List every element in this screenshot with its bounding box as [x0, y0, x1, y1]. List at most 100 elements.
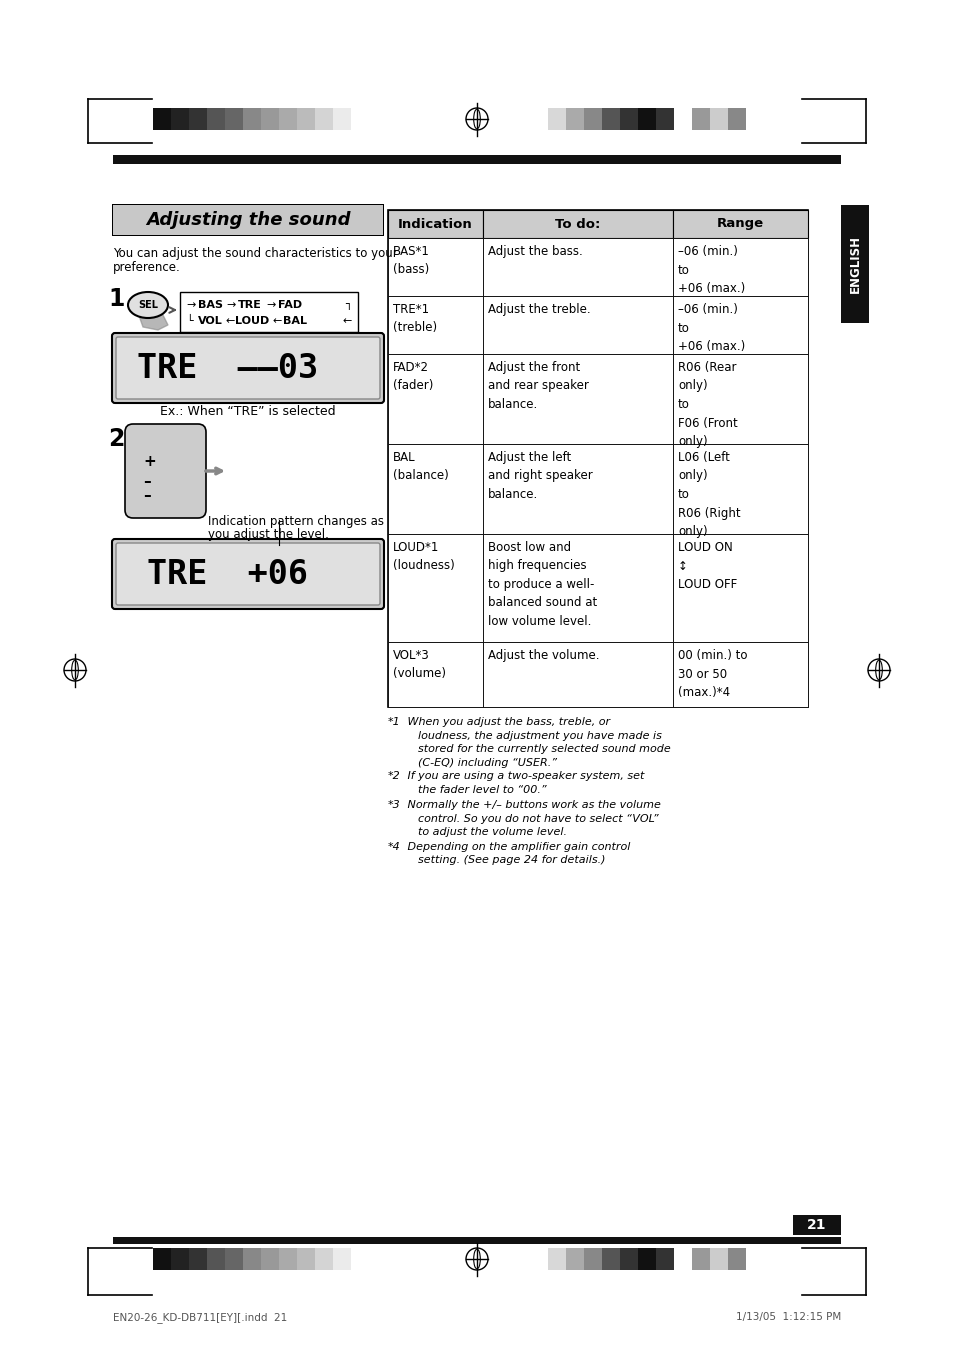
Bar: [619, 1248, 638, 1270]
Text: TRE  +06: TRE +06: [147, 558, 308, 590]
Bar: [792, 1215, 841, 1235]
Bar: [112, 1238, 841, 1244]
Text: *3: *3: [388, 800, 400, 811]
Bar: [672, 238, 807, 296]
Bar: [672, 444, 807, 534]
Text: *1: *1: [388, 717, 400, 727]
Bar: [482, 296, 672, 354]
Bar: [225, 108, 243, 130]
Bar: [296, 1248, 314, 1270]
Bar: [601, 108, 619, 130]
Text: BAS*1
(bass): BAS*1 (bass): [393, 245, 430, 277]
Bar: [388, 354, 482, 444]
Bar: [673, 1248, 691, 1270]
Bar: [482, 238, 672, 296]
Text: Indication: Indication: [397, 218, 473, 231]
Bar: [112, 205, 382, 235]
Text: Boost low and
high frequencies
to produce a well-
balanced sound at
low volume l: Boost low and high frequencies to produc…: [488, 540, 597, 628]
Text: ←: ←: [226, 316, 235, 326]
Bar: [672, 642, 807, 707]
Bar: [243, 108, 261, 130]
Text: If you are using a two-speaker system, set
    the fader level to “00.”: If you are using a two-speaker system, s…: [403, 771, 643, 794]
Bar: [112, 204, 384, 236]
Bar: [841, 205, 868, 323]
Bar: [314, 108, 333, 130]
Bar: [565, 108, 583, 130]
Text: └: └: [186, 316, 193, 326]
Text: EN20-26_KD-DB711[EY][.indd  21: EN20-26_KD-DB711[EY][.indd 21: [112, 1312, 287, 1323]
Text: TRE  ––03: TRE ––03: [136, 351, 317, 385]
Text: Indication pattern changes as: Indication pattern changes as: [208, 515, 384, 528]
Text: →: →: [226, 300, 235, 309]
Bar: [672, 296, 807, 354]
Bar: [482, 354, 672, 444]
Bar: [482, 209, 672, 238]
Text: BAL: BAL: [283, 316, 307, 326]
Text: –06 (min.)
to
+06 (max.): –06 (min.) to +06 (max.): [678, 245, 744, 295]
Text: LOUD*1
(loudness): LOUD*1 (loudness): [393, 540, 455, 573]
Text: 2: 2: [108, 427, 124, 451]
Text: 1: 1: [108, 286, 124, 311]
Bar: [672, 209, 807, 238]
Text: When you adjust the bass, treble, or
    loudness, the adjustment you have made : When you adjust the bass, treble, or lou…: [403, 717, 670, 767]
Bar: [189, 1248, 207, 1270]
Bar: [656, 108, 673, 130]
Bar: [638, 108, 656, 130]
Bar: [583, 108, 601, 130]
Text: VOL*3
(volume): VOL*3 (volume): [393, 648, 446, 681]
Bar: [388, 209, 482, 238]
Text: ←: ←: [342, 316, 352, 326]
FancyBboxPatch shape: [112, 539, 384, 609]
Bar: [673, 108, 691, 130]
Text: To do:: To do:: [555, 218, 600, 231]
Text: FAD: FAD: [277, 300, 302, 309]
Bar: [547, 108, 565, 130]
Text: Adjust the treble.: Adjust the treble.: [488, 303, 590, 316]
Text: You can adjust the sound characteristics to your: You can adjust the sound characteristics…: [112, 247, 397, 259]
Text: →: →: [186, 300, 195, 309]
Bar: [152, 108, 171, 130]
Text: Adjust the left
and right speaker
balance.: Adjust the left and right speaker balanc…: [488, 451, 592, 501]
Text: FAD*2
(fader): FAD*2 (fader): [393, 361, 433, 393]
Text: Adjust the front
and rear speaker
balance.: Adjust the front and rear speaker balanc…: [488, 361, 588, 411]
Bar: [482, 444, 672, 534]
Text: TRE*1
(treble): TRE*1 (treble): [393, 303, 436, 335]
Bar: [619, 108, 638, 130]
Text: BAL
(balance): BAL (balance): [393, 451, 448, 482]
Bar: [112, 155, 841, 163]
Bar: [225, 1248, 243, 1270]
Text: Adjusting the sound: Adjusting the sound: [146, 211, 350, 230]
Bar: [482, 534, 672, 642]
Bar: [261, 108, 278, 130]
Bar: [727, 108, 745, 130]
Bar: [547, 1248, 565, 1270]
FancyBboxPatch shape: [116, 543, 379, 605]
Bar: [672, 354, 807, 444]
Polygon shape: [138, 309, 168, 330]
Bar: [388, 209, 807, 707]
Text: LOUD ON
↕
LOUD OFF: LOUD ON ↕ LOUD OFF: [678, 540, 737, 590]
Text: Depending on the amplifier gain control
    setting. (See page 24 for details.): Depending on the amplifier gain control …: [403, 842, 630, 865]
Text: ←: ←: [273, 316, 282, 326]
Ellipse shape: [128, 292, 168, 317]
Bar: [261, 1248, 278, 1270]
Bar: [388, 296, 482, 354]
Text: 21: 21: [806, 1219, 826, 1232]
Text: ┐: ┐: [345, 300, 352, 309]
Bar: [189, 108, 207, 130]
Bar: [388, 642, 482, 707]
Text: 1/13/05  1:12:15 PM: 1/13/05 1:12:15 PM: [735, 1312, 841, 1323]
Bar: [333, 1248, 351, 1270]
Bar: [171, 1248, 189, 1270]
Bar: [656, 1248, 673, 1270]
Bar: [296, 108, 314, 130]
Text: *2: *2: [388, 771, 400, 781]
Text: Adjust the volume.: Adjust the volume.: [488, 648, 598, 662]
Bar: [207, 1248, 225, 1270]
FancyBboxPatch shape: [112, 332, 384, 403]
Bar: [388, 534, 482, 642]
Bar: [691, 1248, 709, 1270]
Text: TRE: TRE: [237, 300, 262, 309]
Bar: [727, 1248, 745, 1270]
Bar: [243, 1248, 261, 1270]
